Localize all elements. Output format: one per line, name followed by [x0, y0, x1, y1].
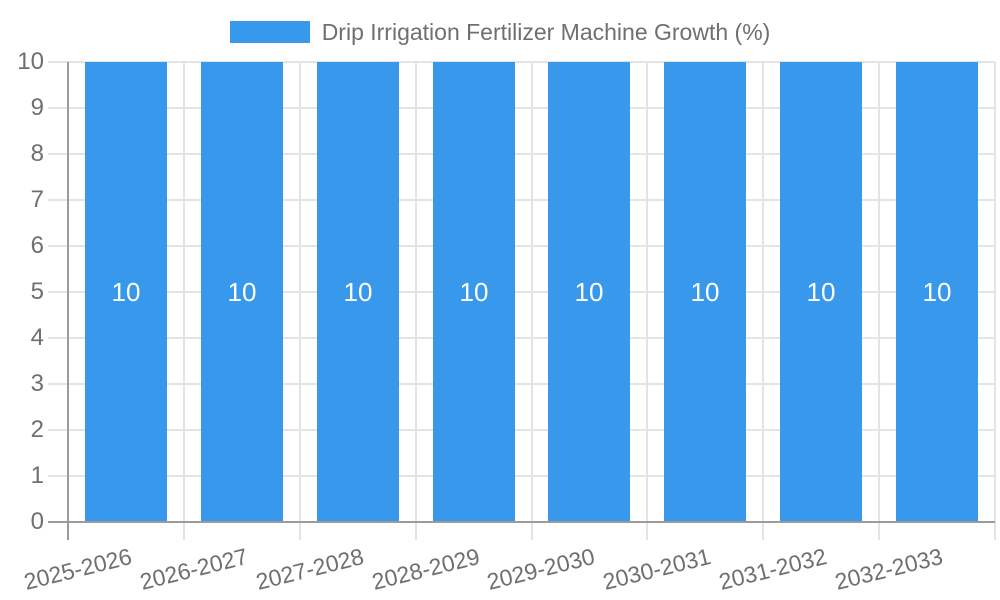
bar[interactable] [201, 62, 283, 522]
y-axis-tick-label: 10 [17, 48, 44, 75]
x-axis-tick-label: 2032-2033 [832, 543, 946, 595]
bar[interactable] [433, 62, 515, 522]
bar-value-label: 10 [574, 277, 604, 307]
y-axis-tick-label: 3 [30, 370, 44, 397]
y-gridline [48, 291, 995, 293]
x-axis-tick-label: 2030-2031 [600, 543, 714, 595]
legend-color-swatch [229, 21, 310, 43]
x-axis-tick-label: 2031-2032 [716, 543, 830, 595]
bar-value-label: 10 [806, 277, 836, 307]
category-boundary-gridline [646, 62, 648, 540]
bar[interactable] [664, 62, 746, 522]
y-gridline [48, 107, 995, 109]
y-axis-tick-label: 5 [30, 278, 44, 305]
category-boundary-gridline [878, 62, 880, 540]
legend-item[interactable]: Drip Irrigation Fertilizer Machine Growt… [0, 20, 1000, 44]
x-axis-line [48, 521, 995, 523]
y-axis-tick-label: 9 [30, 94, 44, 121]
y-axis-tick-label: 4 [30, 324, 44, 351]
legend-label: Drip Irrigation Fertilizer Machine Growt… [321, 19, 771, 45]
bar-value-label: 10 [343, 277, 373, 307]
y-gridline [48, 153, 995, 155]
category-boundary-gridline [994, 62, 996, 540]
y-gridline [48, 245, 995, 247]
category-boundary-gridline [415, 62, 417, 540]
bar[interactable] [896, 62, 978, 522]
y-axis-tick-label: 1 [30, 462, 44, 489]
y-gridline [48, 199, 995, 201]
bar[interactable] [85, 62, 167, 522]
x-axis-tick-label: 2027-2028 [253, 543, 367, 595]
x-axis-tick-label: 2026-2027 [137, 543, 251, 595]
y-axis-tick-label: 2 [30, 416, 44, 443]
y-axis-tick-label: 6 [30, 232, 44, 259]
y-axis-tick-label: 0 [30, 508, 44, 535]
category-boundary-gridline [762, 62, 764, 540]
x-axis-tick-label: 2025-2026 [21, 543, 135, 595]
y-gridline [48, 429, 995, 431]
y-axis-tick-label: 8 [30, 140, 44, 167]
y-gridline [48, 61, 995, 63]
bar-value-label: 10 [111, 277, 141, 307]
x-axis-tick-label: 2028-2029 [369, 543, 483, 595]
y-axis-line [67, 62, 69, 540]
category-boundary-gridline [183, 62, 185, 540]
y-gridline [48, 337, 995, 339]
y-gridline [48, 383, 995, 385]
bar[interactable] [317, 62, 399, 522]
category-boundary-gridline [531, 62, 533, 540]
bar[interactable] [780, 62, 862, 522]
x-axis-tick-label: 2029-2030 [484, 543, 598, 595]
bar-value-label: 10 [690, 277, 720, 307]
bar-value-label: 10 [459, 277, 489, 307]
bar-value-label: 10 [227, 277, 257, 307]
bar-value-label: 10 [922, 277, 952, 307]
category-boundary-gridline [299, 62, 301, 540]
y-gridline [48, 475, 995, 477]
bar[interactable] [548, 62, 630, 522]
y-axis-tick-label: 7 [30, 186, 44, 213]
